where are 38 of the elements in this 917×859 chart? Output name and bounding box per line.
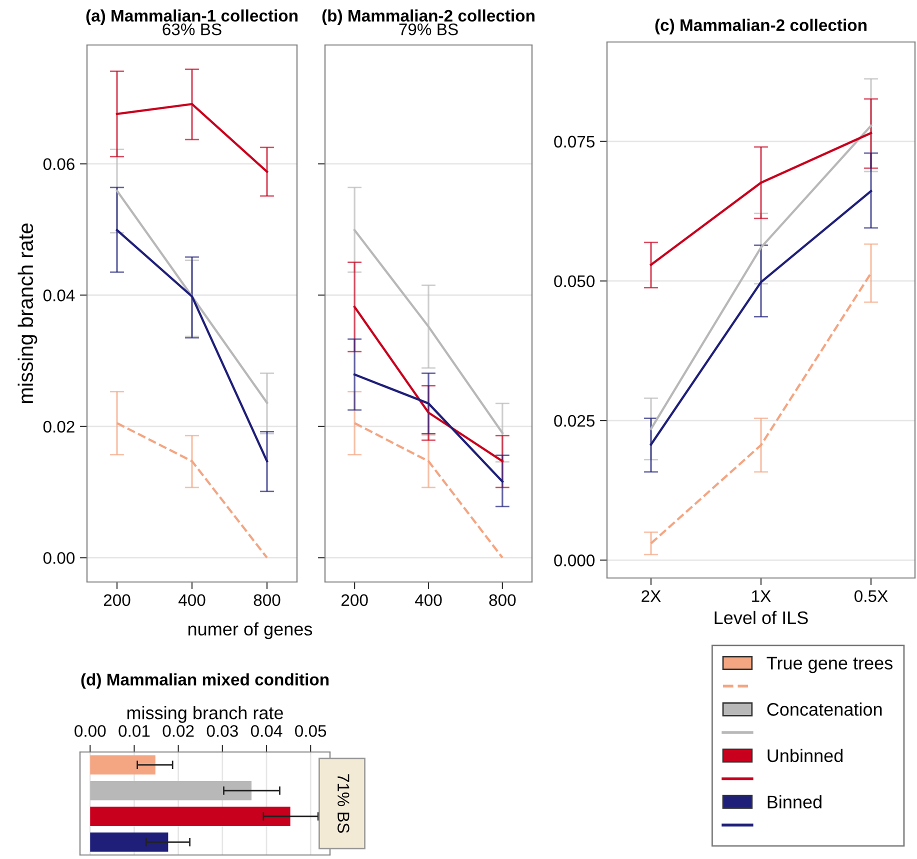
x-tick-label: 200: [342, 594, 368, 606]
legend-label: Unbinned: [768, 748, 842, 762]
legend-label: True gene trees: [766, 656, 892, 674]
x-tick-label: 200: [104, 594, 130, 606]
text: 71% BS: [338, 774, 350, 833]
x-axis-title: numer of genes: [188, 622, 312, 640]
legend-label: Concatenation: [767, 702, 882, 716]
y-tick-label: 0.04: [43, 290, 75, 302]
x-tick-label: 0.01: [118, 725, 150, 737]
y-tick-label: 0.075: [554, 136, 594, 148]
y-tick-label: 0.06: [43, 158, 74, 170]
x-tick-label: 0.02: [162, 725, 194, 737]
y-tick-label: 0.000: [554, 554, 595, 566]
chart-title: (d) Mammalian mixed condition: [81, 673, 329, 689]
x-tick-label: 1X: [752, 590, 771, 602]
x-tick-label: 0.04: [250, 725, 282, 737]
y-tick-label: 0.02: [43, 420, 74, 433]
y-axis-title: missing branch rate: [18, 224, 38, 404]
x-tick-label: 400: [414, 594, 442, 606]
x-axis-title: missing branch rate: [127, 706, 283, 723]
x-tick-label: 2X: [642, 590, 661, 602]
chart-subtitle: 63% BS: [162, 23, 222, 36]
x-tick-label: 0.00: [74, 725, 106, 737]
chart-subtitle: 79% BS: [399, 23, 458, 36]
chart-title: (c) Mammalian-2 collection: [655, 18, 866, 34]
chart-title: (a) Mammalian-1 collection: [86, 9, 298, 25]
x-tick-label: 400: [178, 594, 206, 606]
x-tick-label: 0.05: [295, 725, 326, 737]
x-tick-label: 800: [489, 594, 516, 606]
x-axis-title: Level of ILS: [714, 610, 808, 624]
x-tick-label: 800: [254, 594, 280, 606]
legend-label: Binned: [768, 795, 822, 808]
x-tick-label: 0.5X: [854, 590, 888, 602]
chart-title: (b) Mammalian-2 collection: [322, 9, 534, 25]
x-tick-label: 0.03: [206, 725, 238, 737]
y-tick-label: 0.00: [43, 552, 75, 564]
y-tick-label: 0.025: [554, 414, 594, 427]
y-tick-label: 0.050: [554, 275, 595, 288]
